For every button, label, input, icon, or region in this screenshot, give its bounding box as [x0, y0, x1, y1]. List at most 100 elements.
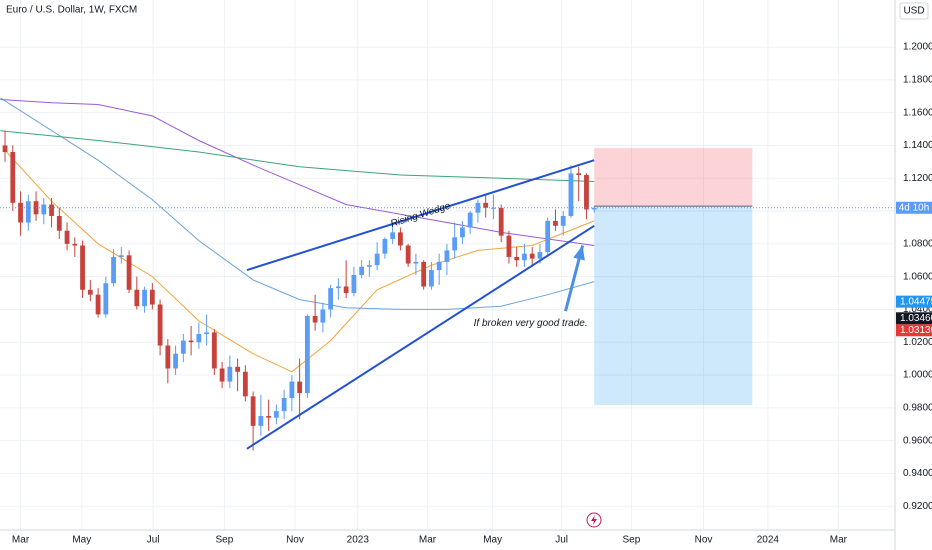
y-tick-label: 1.04000	[903, 304, 932, 315]
candle-body	[328, 288, 334, 310]
x-tick-label: Nov	[695, 535, 713, 546]
candle-body	[118, 255, 124, 257]
candle-body	[390, 232, 396, 239]
candle-body	[56, 215, 62, 231]
candle-body	[467, 212, 473, 228]
candle-body	[95, 294, 101, 315]
candle-body	[157, 304, 163, 346]
x-tick-label: 2023	[347, 535, 370, 546]
moving-average	[0, 130, 595, 182]
x-tick-label: Mar	[419, 535, 437, 546]
candle-body	[514, 256, 520, 261]
candle-body	[188, 340, 194, 343]
candle-body	[266, 416, 272, 418]
candle-body	[196, 334, 202, 343]
target-zone	[594, 206, 753, 406]
candle-body	[72, 243, 78, 246]
currency-box[interactable]	[899, 2, 929, 20]
candle-body	[49, 204, 54, 216]
candle-body	[553, 220, 558, 226]
price-label-bg	[896, 324, 932, 337]
x-tick-label: 2024	[757, 535, 780, 546]
candle-body	[173, 353, 178, 369]
candle-body	[304, 315, 310, 394]
candle-body	[204, 332, 210, 335]
candle-body	[320, 309, 326, 323]
candle-body	[537, 252, 543, 259]
candle-body	[103, 283, 109, 315]
candle-body	[483, 202, 489, 208]
trend-line	[246, 224, 595, 450]
candle-body	[111, 256, 116, 284]
candle-body	[560, 215, 566, 226]
candle-body	[18, 202, 23, 223]
countdown-bg	[896, 201, 932, 214]
price-label: 1.04475	[900, 296, 932, 307]
candle-body	[10, 152, 16, 203]
candle-body	[545, 220, 551, 253]
y-tick-label: 1.16000	[903, 107, 932, 118]
y-tick-label: 1.06000	[903, 271, 932, 282]
countdown: 4d 10h	[899, 202, 930, 213]
stop-zone	[594, 148, 753, 207]
candle-body	[460, 227, 465, 238]
candle-body	[398, 232, 403, 246]
trend-line	[246, 159, 595, 272]
x-tick-label: Jul	[555, 535, 568, 546]
candle-body	[281, 397, 287, 412]
candle-body	[366, 265, 372, 267]
x-tick-label: Mar	[830, 535, 848, 546]
candle-body	[522, 253, 527, 261]
y-tick-label: 1.18000	[903, 75, 932, 86]
candle-body	[436, 261, 442, 271]
candle-body	[227, 366, 233, 382]
event-icon-bolt	[591, 515, 597, 525]
candle-body	[2, 145, 8, 153]
candle-body	[335, 286, 341, 289]
moving-average	[0, 99, 595, 246]
price-label: 1.03460	[900, 313, 932, 324]
annotation: If broken very good trade.	[474, 318, 588, 329]
x-tick-label: Nov	[286, 535, 304, 546]
candle-body	[591, 207, 597, 210]
candle-body	[405, 245, 411, 264]
candle-body	[126, 255, 132, 290]
y-tick-label: 1.12000	[903, 173, 932, 184]
y-tick-label: 1.02000	[903, 337, 932, 348]
candle-body	[413, 261, 419, 264]
candle-body	[444, 250, 450, 262]
candle-body	[359, 266, 365, 276]
candle-body	[421, 261, 427, 287]
candle-body	[149, 289, 155, 305]
candle-body	[297, 381, 303, 394]
candle-body	[64, 230, 70, 244]
candle-body	[382, 238, 388, 254]
y-tick-label: 0.98000	[903, 402, 932, 413]
moving-average	[4, 150, 595, 373]
candle-body	[312, 315, 318, 323]
candle-body	[250, 396, 256, 426]
candle-body	[491, 207, 496, 209]
candle-body	[219, 368, 225, 382]
candle-body	[374, 253, 380, 266]
candle-body	[576, 173, 582, 175]
candle-body	[351, 275, 357, 294]
currency: USD	[903, 6, 924, 17]
arrow-head	[573, 245, 585, 261]
candle-body	[25, 201, 31, 223]
candle-body	[498, 207, 504, 236]
candle-body	[41, 204, 47, 215]
candle-body	[452, 237, 458, 251]
candle-body	[165, 345, 171, 369]
y-tick-label: 1.00000	[903, 370, 932, 381]
price-label: 1.03130	[900, 325, 932, 336]
candle-body	[429, 270, 434, 287]
y-tick-label: 1.14000	[903, 140, 932, 151]
x-tick-label: Jul	[147, 535, 160, 546]
x-tick-label: May	[72, 535, 91, 546]
candle-body	[235, 366, 241, 372]
candle-body	[506, 235, 512, 257]
